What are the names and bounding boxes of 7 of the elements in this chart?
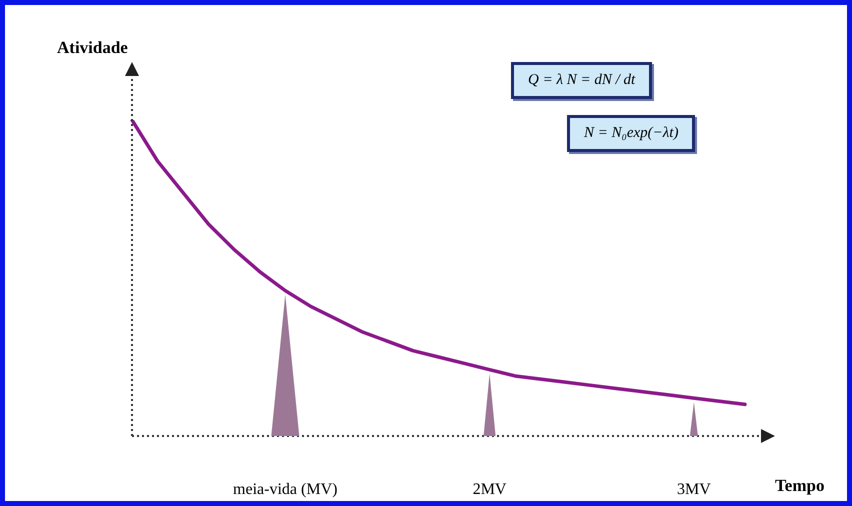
y-axis-title: Atividade	[57, 38, 128, 58]
x-tick-label: 3MV	[677, 480, 712, 498]
x-axis-title: Tempo	[775, 476, 824, 496]
x-tick-label: meia-vida (MV)	[233, 480, 338, 498]
text: Q = λ N = dN / dt	[511, 62, 652, 99]
x-tick-label: 2MV	[472, 480, 507, 498]
annotation: N = N₀exp(−λt)	[567, 115, 696, 152]
